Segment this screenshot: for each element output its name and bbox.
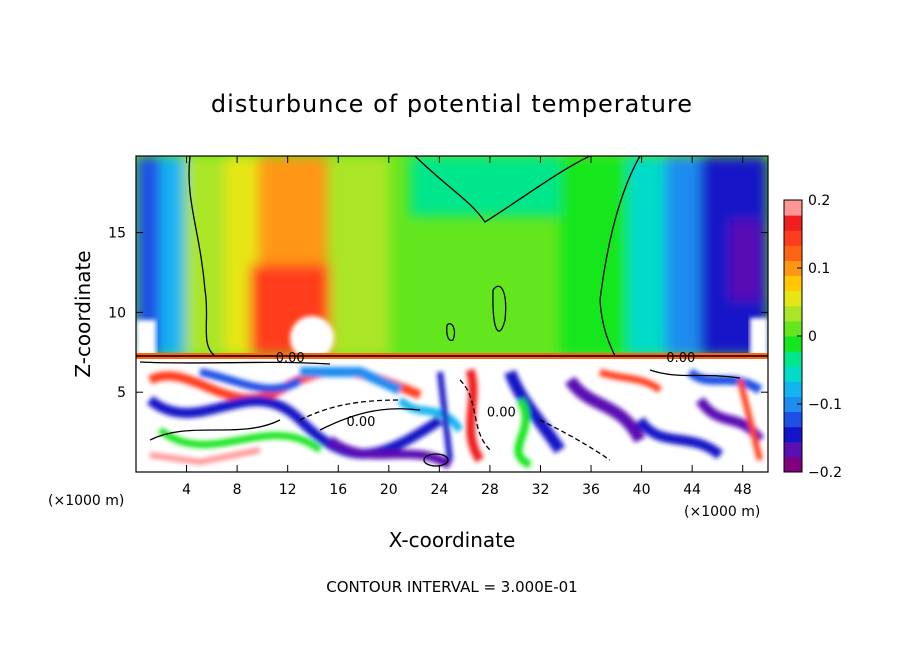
colorbar-tick-label: 0.2 [808, 193, 830, 209]
x-tick-label: 48 [734, 482, 752, 498]
x-unit-left: (×1000 m) [48, 493, 124, 509]
colorbar-segment [784, 441, 802, 458]
colorbar-segment [784, 411, 802, 428]
x-tick-label: 36 [582, 482, 600, 498]
colorbar-segment [784, 381, 802, 397]
colorbar-segment [784, 320, 802, 337]
x-tick-label: 12 [279, 482, 297, 498]
colorbar-tick-label: 0 [808, 329, 817, 345]
x-tick-label: 32 [532, 482, 550, 498]
colorbar-tick-label: −0.2 [808, 465, 842, 481]
colorbar-segment [784, 305, 802, 322]
colorbar-segment [784, 290, 802, 307]
chart-title: disturbunce of potential temperature [211, 90, 693, 118]
colorbar-segment [784, 396, 802, 413]
colorbar-segment [784, 351, 802, 367]
heatmap-field [136, 156, 768, 472]
colorbar-segment [784, 215, 802, 231]
colorbar-segment [784, 366, 802, 382]
colorbar: 0.2 0.1 0 −0.1 −0.2 [783, 193, 842, 481]
contour-label: 0.00 [487, 405, 516, 420]
colorbar-segment [784, 260, 802, 277]
x-unit-right: (×1000 m) [684, 504, 760, 520]
plot-frame [135, 155, 769, 473]
x-tick-label: 24 [430, 482, 448, 498]
x-axis-label: X-coordinate [389, 528, 516, 552]
colorbar-segment [784, 245, 802, 261]
colorbar-segment [784, 426, 802, 443]
colorbar-segment [784, 275, 802, 292]
x-tick-label: 44 [683, 482, 701, 498]
colorbar-segment [784, 336, 802, 352]
colorbar-segment [784, 200, 802, 216]
x-tick-label: 4 [182, 482, 191, 498]
x-tick-label: 8 [233, 482, 242, 498]
x-axis: 4 8 12 16 20 24 28 32 36 40 44 48 [182, 156, 752, 498]
colorbar-segment [784, 230, 802, 246]
colorbar-tick-label: −0.1 [808, 397, 842, 413]
contour-interval-text: CONTOUR INTERVAL = 3.000E-01 [326, 578, 577, 596]
y-tick-label: 15 [108, 226, 126, 242]
x-tick-label: 28 [481, 482, 499, 498]
y-tick-label: 10 [108, 305, 126, 321]
x-tick-label: 20 [380, 482, 398, 498]
contour-labels: 0.00 0.00 0.00 0.00 [276, 351, 696, 430]
y-axis: 5 10 15 [108, 226, 768, 401]
x-tick-label: 40 [633, 482, 651, 498]
contour-label: 0.00 [347, 415, 376, 430]
contour-label: 0.00 [276, 351, 305, 366]
colorbar-segment [784, 456, 802, 473]
contour-lines [136, 156, 768, 467]
y-tick-label: 5 [117, 385, 126, 401]
y-axis-label: Z-coordinate [71, 250, 95, 377]
colorbar-tick-label: 0.1 [808, 261, 830, 277]
contour-label: 0.00 [666, 351, 695, 366]
x-tick-label: 16 [329, 482, 347, 498]
